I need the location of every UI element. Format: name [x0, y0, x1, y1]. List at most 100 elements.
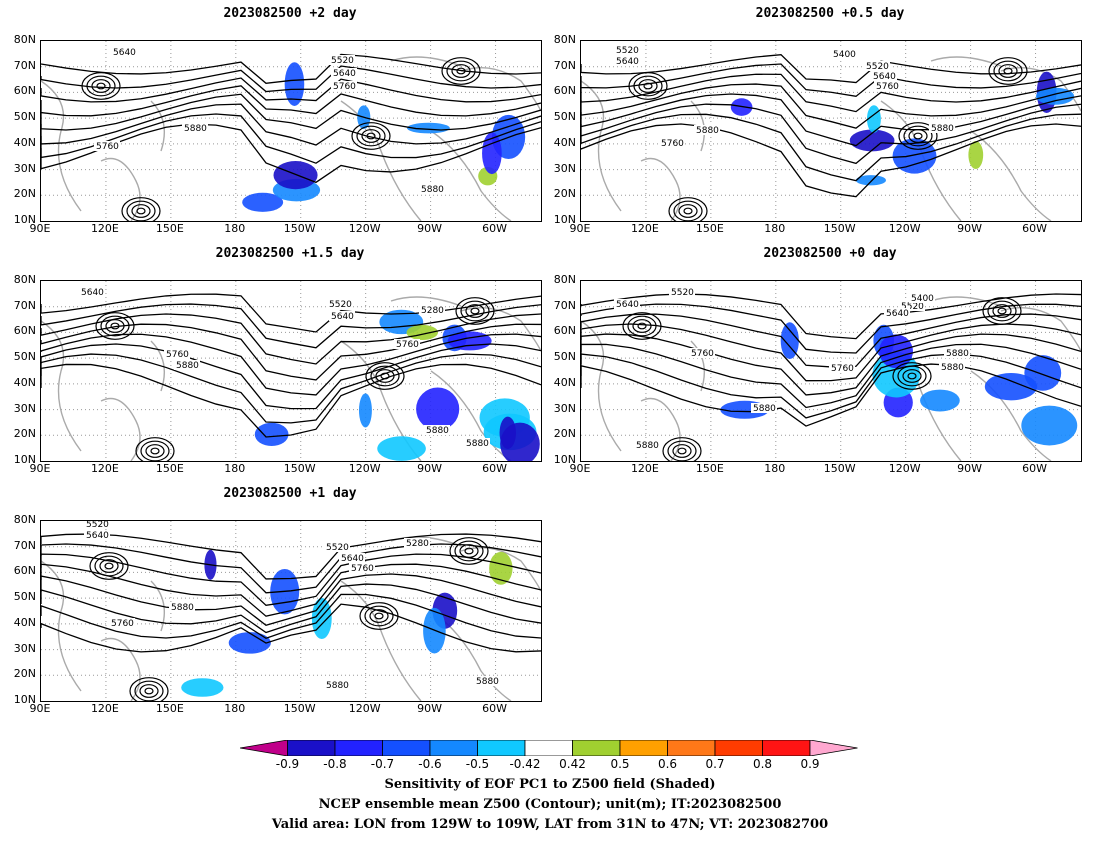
- lon-label: 60W: [482, 462, 507, 475]
- lat-label: 30N: [553, 161, 576, 175]
- contour-label-bg: [659, 138, 685, 148]
- z500-closed-contour: [908, 129, 928, 143]
- contour-label-bg: [394, 339, 420, 349]
- z500-contour: [41, 85, 541, 117]
- z500-closed-contour: [643, 82, 653, 90]
- lon-label: 90W: [957, 222, 983, 235]
- coastline: [430, 370, 512, 461]
- z500-contour: [41, 543, 541, 594]
- lon-label: 120W: [348, 462, 381, 475]
- z500-closed-contour: [455, 297, 495, 325]
- contour-label: 5880: [466, 439, 489, 449]
- z500-contour: [41, 353, 541, 424]
- lon-label: 120W: [348, 702, 381, 715]
- contour-label: 5520: [331, 56, 354, 66]
- contour-label: 5760: [96, 142, 119, 152]
- lat-label: 50N: [13, 590, 36, 604]
- lon-label: 120W: [888, 462, 921, 475]
- lat-label: 50N: [13, 350, 36, 364]
- coastline: [390, 296, 462, 307]
- coastline: [640, 397, 681, 461]
- z500-closed-contour: [96, 82, 106, 90]
- lat-label: 60N: [13, 324, 36, 338]
- z500-closed-contour: [667, 440, 697, 461]
- lon-label: 150W: [283, 462, 316, 475]
- z500-closed-contour: [903, 125, 933, 147]
- colorbar-swatch: [382, 740, 431, 756]
- contour-label: 5880: [184, 124, 207, 134]
- z500-closed-contour: [446, 60, 476, 82]
- lat-label: 10N: [13, 453, 36, 466]
- lon-label: 60W: [1022, 222, 1047, 235]
- panel-title: 2023082500 +0.5 day: [755, 6, 905, 21]
- z500-closed-contour: [364, 605, 394, 627]
- contour-label-bg: [324, 680, 350, 690]
- contour-label-bg: [929, 123, 955, 133]
- lon-label: 60W: [1022, 462, 1047, 475]
- contour-label: 5880: [476, 677, 499, 687]
- lon-label: 150E: [155, 222, 184, 235]
- coastline: [100, 397, 141, 461]
- contour-label: 5640: [873, 72, 896, 82]
- panel-3: 2023082500 +1.5 day 5640 5520 5640 5280 5760 5…: [14, 240, 580, 480]
- coastline: [150, 580, 165, 632]
- map-plot: 5640 5520 5640 5760 5880 5760 5880: [41, 41, 541, 221]
- coastline: [970, 130, 1052, 221]
- contour-label: 5760: [661, 139, 684, 149]
- lon-label: 90W: [417, 702, 443, 715]
- lon-label: 150E: [155, 702, 184, 715]
- panel-title: 2023082500 +0 day: [763, 246, 897, 261]
- colorbar-label: 0.5: [610, 757, 630, 771]
- z500-closed-contour: [672, 444, 692, 458]
- z500-closed-contour: [359, 602, 399, 630]
- z500-closed-contour: [145, 444, 165, 458]
- sensitivity-shade: [968, 140, 984, 170]
- lat-label: 70N: [13, 538, 36, 552]
- colorbar: [240, 740, 858, 756]
- coastline: [1000, 66, 1081, 112]
- z500-contour: [41, 103, 541, 146]
- sensitivity-shade: [377, 436, 426, 461]
- z500-closed-contour: [126, 200, 156, 221]
- lon-label: 90E: [569, 462, 591, 475]
- z500-closed-contour: [902, 369, 922, 383]
- contour-label-bg: [939, 362, 965, 372]
- contour-label-bg: [669, 287, 695, 297]
- z500-contour: [41, 603, 541, 653]
- z500-closed-contour: [668, 197, 708, 221]
- contour-label: 5880: [696, 126, 719, 136]
- contour-label-bg: [174, 360, 200, 370]
- contour-label: 5400: [833, 50, 856, 60]
- z500-closed-contour: [987, 300, 1017, 322]
- contour-label-bg: [324, 542, 350, 552]
- lat-label: 10N: [553, 213, 576, 226]
- lat-label: 20N: [553, 187, 576, 201]
- lat-label: 40N: [13, 135, 36, 149]
- z500-closed-contour: [150, 447, 160, 455]
- contour-label-bg: [464, 438, 490, 448]
- sensitivity-shade: [489, 551, 513, 585]
- lon-label: 180: [224, 222, 246, 235]
- z500-closed-contour: [91, 79, 111, 93]
- contour-label-bg: [424, 425, 450, 435]
- z500-contour: [581, 93, 1081, 147]
- contour-label: 5760: [111, 619, 134, 629]
- map-area: 5640 5520 5640 5280 5760 5760 5880 5880 5880: [40, 280, 542, 462]
- z500-closed-contour: [907, 372, 917, 380]
- lon-label: 90W: [417, 222, 443, 235]
- contour-label-bg: [164, 349, 190, 359]
- z500-contour: [581, 353, 1081, 419]
- z500-closed-contour: [100, 315, 130, 337]
- lon-label: 180: [764, 462, 786, 475]
- lat-label: 50N: [553, 110, 576, 124]
- contour-label: 5760: [876, 82, 899, 92]
- sensitivity-shade: [482, 132, 502, 175]
- lat-label: 40N: [553, 375, 576, 389]
- coastline: [100, 157, 141, 221]
- contour-label-bg: [689, 348, 715, 358]
- contour-label: 5760: [396, 340, 419, 350]
- coastline: [1000, 306, 1081, 352]
- z500-closed-contour: [982, 297, 1022, 325]
- contour-label-bg: [874, 81, 900, 91]
